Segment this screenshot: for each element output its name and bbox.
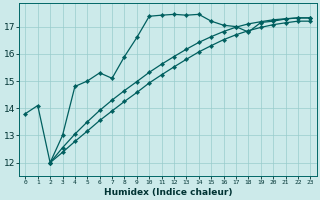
X-axis label: Humidex (Indice chaleur): Humidex (Indice chaleur): [104, 188, 232, 197]
